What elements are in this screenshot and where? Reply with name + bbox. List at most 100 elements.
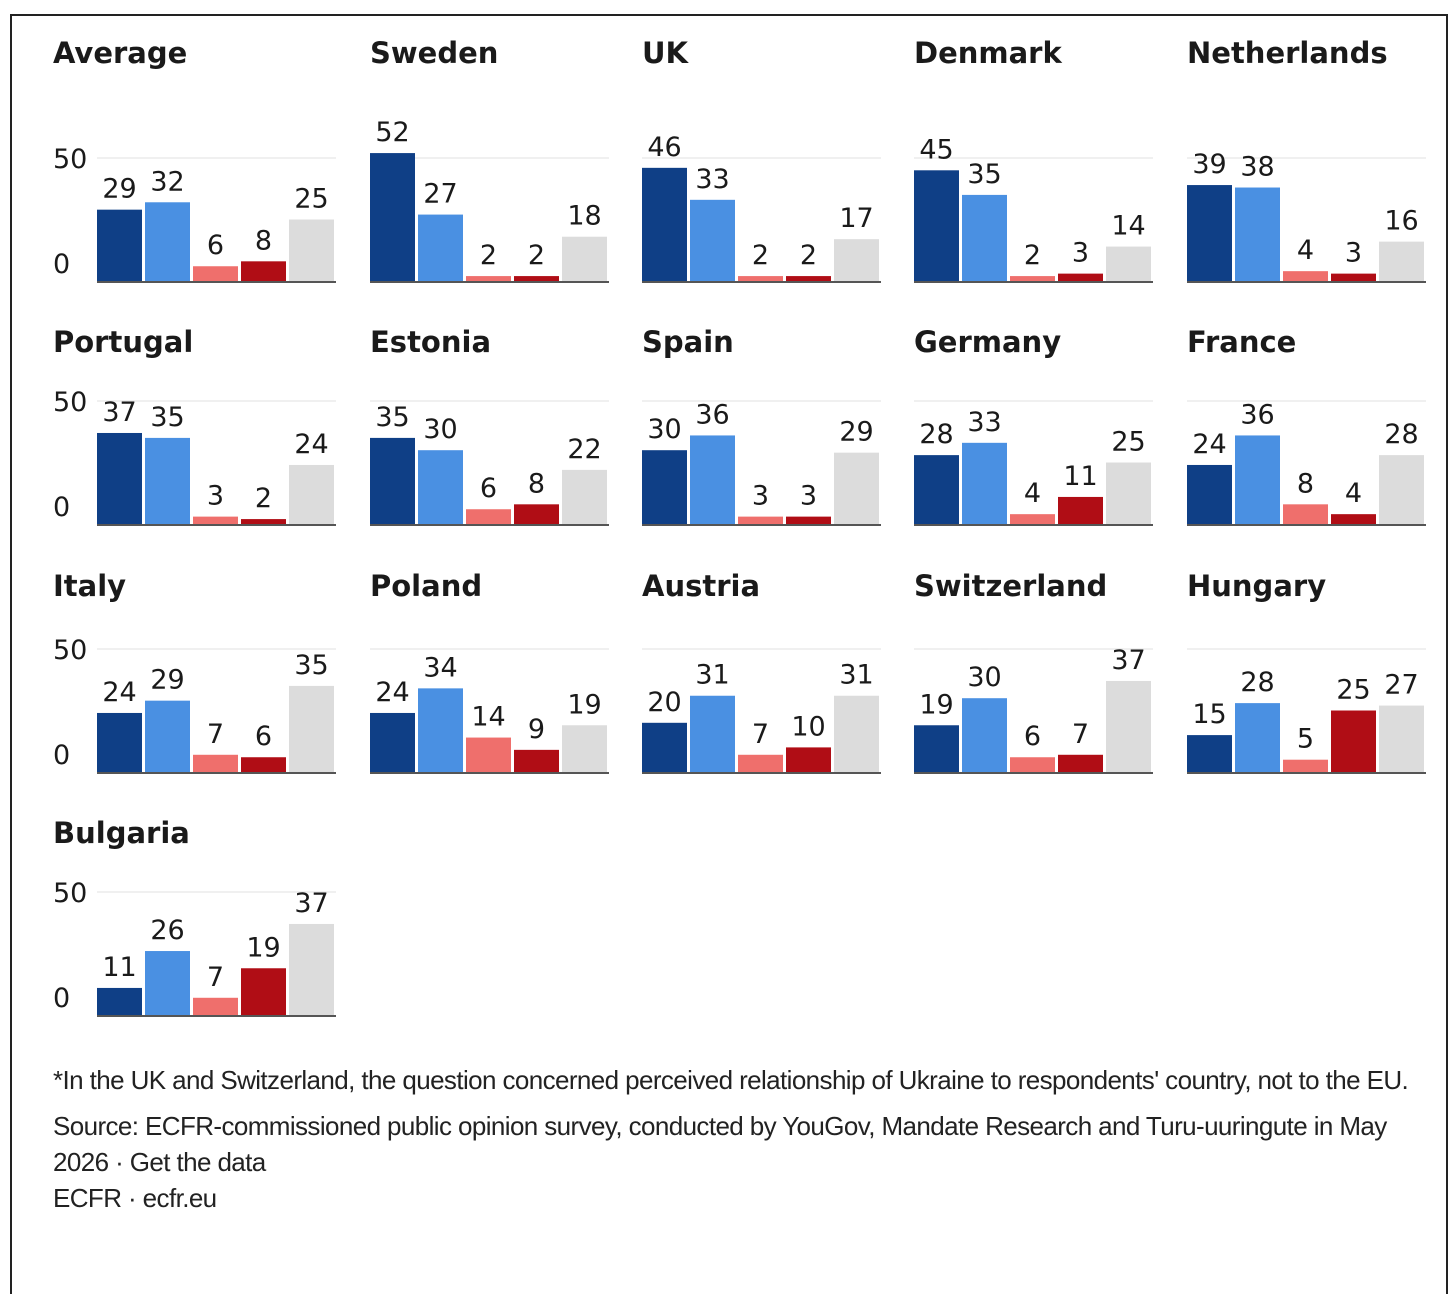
data-label: 31 — [839, 660, 873, 691]
bar-4 — [241, 261, 286, 281]
bar-1 — [370, 437, 415, 524]
data-label: 19 — [919, 689, 953, 720]
data-label: 24 — [1192, 429, 1226, 460]
data-label: 3 — [1072, 238, 1089, 269]
data-label: 33 — [967, 407, 1001, 438]
panel-title-sweden: Sweden — [370, 36, 498, 70]
data-label: 26 — [150, 915, 184, 946]
data-label: 34 — [423, 652, 457, 683]
data-label: 18 — [567, 201, 601, 232]
bar-2 — [1235, 187, 1280, 281]
data-label: 3 — [800, 481, 817, 512]
bar-2 — [962, 442, 1007, 524]
data-label: 16 — [1384, 206, 1418, 237]
bar-5 — [289, 464, 334, 524]
bar-1 — [370, 712, 415, 772]
data-label: 2 — [752, 240, 769, 271]
data-label: 2 — [800, 240, 817, 271]
bar-2 — [418, 450, 463, 524]
footnote: *In the UK and Switzerland, the question… — [53, 1065, 1409, 1095]
data-label: 36 — [695, 399, 729, 430]
bar-1 — [642, 450, 687, 524]
bar-3 — [466, 737, 511, 772]
data-label: 2 — [255, 483, 272, 514]
bar-3 — [1283, 271, 1328, 281]
panel-title-spain: Spain — [642, 325, 734, 359]
bar-4 — [786, 747, 831, 772]
bar-5 — [1379, 705, 1424, 772]
panel-title-germany: Germany — [914, 325, 1061, 359]
y-tick-label: 50 — [53, 878, 87, 909]
bar-5 — [289, 923, 334, 1015]
data-label: 30 — [647, 414, 681, 445]
bar-2 — [145, 202, 190, 281]
bar-3 — [1283, 504, 1328, 524]
data-label: 39 — [1192, 149, 1226, 180]
y-tick-label: 0 — [53, 492, 70, 523]
bar-4 — [1331, 514, 1376, 524]
data-label: 6 — [480, 473, 497, 504]
bar-5 — [834, 695, 879, 772]
data-label: 29 — [150, 665, 184, 696]
bar-5 — [562, 725, 607, 772]
bar-4 — [514, 504, 559, 524]
data-label: 28 — [919, 419, 953, 450]
data-label: 2 — [480, 240, 497, 271]
bar-3 — [1010, 514, 1055, 524]
panel-title-average: Average — [53, 36, 187, 70]
data-label: 25 — [294, 184, 328, 215]
data-label: 24 — [294, 429, 328, 460]
bar-1 — [914, 725, 959, 772]
bar-2 — [145, 951, 190, 1015]
data-label: 28 — [1384, 419, 1418, 450]
data-label: 20 — [647, 687, 681, 718]
bar-5 — [834, 239, 879, 281]
bar-2 — [690, 435, 735, 524]
bar-1 — [97, 209, 142, 281]
panel-title-poland: Poland — [370, 569, 482, 603]
bar-2 — [962, 698, 1007, 772]
data-label: 35 — [375, 402, 409, 433]
data-label: 24 — [375, 677, 409, 708]
bar-4 — [1058, 496, 1103, 524]
y-tick-label: 50 — [53, 144, 87, 175]
credit-note: ECFR · ecfr.eu — [53, 1183, 217, 1213]
bar-5 — [1106, 246, 1151, 281]
bar-5 — [289, 219, 334, 281]
data-label: 3 — [1345, 238, 1362, 269]
bar-4 — [241, 757, 286, 772]
data-label: 38 — [1240, 152, 1274, 183]
data-label: 25 — [1336, 675, 1370, 706]
panel-title-denmark: Denmark — [914, 36, 1062, 70]
data-label: 7 — [207, 962, 224, 993]
bar-4 — [1058, 273, 1103, 281]
data-label: 11 — [102, 952, 136, 983]
data-label: 2 — [1024, 240, 1041, 271]
bar-2 — [418, 214, 463, 281]
panel-title-bulgaria: Bulgaria — [53, 816, 190, 850]
bar-4 — [514, 276, 559, 281]
bar-4 — [786, 516, 831, 524]
bar-1 — [642, 167, 687, 281]
y-tick-label: 50 — [53, 387, 87, 418]
bar-5 — [1106, 680, 1151, 772]
data-label: 19 — [246, 932, 280, 963]
bar-1 — [1187, 464, 1232, 524]
data-label: 35 — [294, 650, 328, 681]
bar-1 — [1187, 185, 1232, 281]
data-label: 29 — [839, 417, 873, 448]
bar-4 — [241, 519, 286, 524]
data-label: 22 — [567, 434, 601, 465]
bar-2 — [1235, 703, 1280, 772]
panel-title-netherlands: Netherlands — [1187, 36, 1388, 70]
data-label: 7 — [207, 719, 224, 750]
data-label: 24 — [102, 677, 136, 708]
bar-3 — [1010, 276, 1055, 281]
bar-5 — [1379, 455, 1424, 524]
data-label: 7 — [752, 719, 769, 750]
data-label: 6 — [1024, 721, 1041, 752]
data-label: 33 — [695, 164, 729, 195]
data-label: 37 — [102, 397, 136, 428]
bar-3 — [193, 516, 238, 524]
